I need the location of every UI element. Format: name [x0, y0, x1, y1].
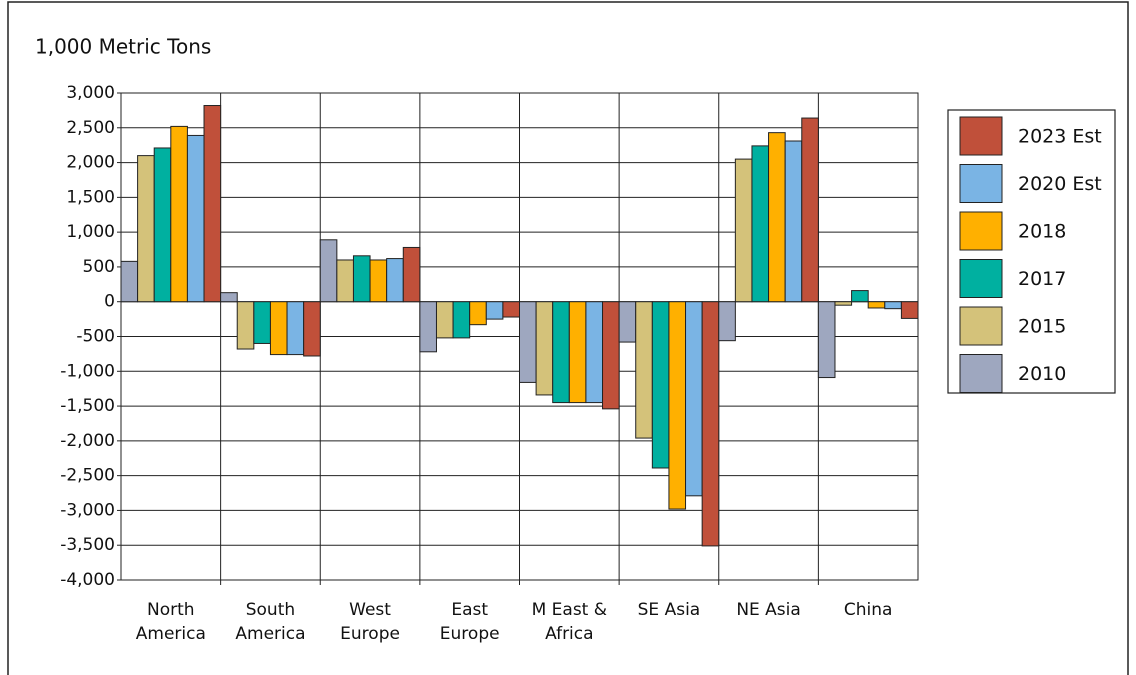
- bar: [635, 301, 653, 439]
- bar: [585, 301, 604, 404]
- bar: [120, 260, 139, 303]
- x-tick-label: North America: [135, 600, 206, 644]
- bar: [801, 117, 819, 303]
- bar: [419, 301, 437, 353]
- y-tick-label: -1,000: [60, 361, 115, 381]
- bar: [751, 145, 770, 303]
- bar: [485, 301, 504, 320]
- bar: [319, 239, 338, 303]
- bar: [286, 301, 305, 356]
- bar: [900, 301, 919, 319]
- legend-box: [947, 109, 1116, 394]
- bar: [502, 301, 521, 318]
- bar: [701, 301, 720, 547]
- x-tick-label: West Europe: [340, 600, 400, 644]
- x-tick-label: South America: [235, 600, 306, 644]
- bar: [236, 301, 255, 350]
- bar: [552, 301, 570, 404]
- frame: [7, 1, 1129, 675]
- bar: [817, 301, 836, 379]
- bar: [435, 301, 454, 339]
- bar: [352, 255, 371, 303]
- y-tick-label: -500: [76, 327, 115, 347]
- y-tick-label: 500: [83, 257, 115, 277]
- y-tick-label: -2,000: [60, 431, 115, 451]
- bar: [651, 301, 670, 469]
- legend-label: 2023 Est: [1018, 126, 1102, 148]
- bar: [402, 246, 421, 303]
- x-tick-label: SE Asia: [637, 600, 701, 620]
- bar: [220, 292, 238, 303]
- legend-swatch: [959, 164, 1003, 203]
- bar: [884, 301, 902, 310]
- legend-swatch: [959, 259, 1003, 298]
- y-tick-label: 2,000: [66, 153, 115, 173]
- bar: [734, 158, 753, 303]
- bar: [685, 301, 703, 497]
- bar: [369, 259, 388, 303]
- x-tick-label: East Europe: [439, 600, 500, 644]
- bar: [386, 258, 404, 303]
- bar: [535, 301, 554, 396]
- y-tick-label: -3,500: [60, 535, 115, 555]
- y-tick-label: 1,500: [66, 187, 115, 207]
- bar: [834, 301, 853, 306]
- bar: [469, 301, 487, 326]
- x-tick-label: China: [843, 600, 893, 620]
- y-tick-label: 1,000: [66, 222, 115, 242]
- y-tick-label: -2,500: [60, 466, 115, 486]
- y-tick-label: 0: [104, 292, 115, 312]
- bar: [153, 147, 172, 303]
- x-tick-label: NE Asia: [736, 600, 801, 620]
- bar: [336, 259, 354, 303]
- legend-label: 2020 Est: [1018, 173, 1102, 195]
- bar: [784, 140, 803, 303]
- legend-label: 2015: [1018, 316, 1066, 338]
- bar: [602, 301, 620, 410]
- legend-swatch: [959, 116, 1003, 156]
- legend-swatch: [959, 354, 1003, 393]
- bar: [253, 301, 271, 344]
- y-tick-label: -3,000: [60, 500, 115, 520]
- bar: [137, 155, 155, 303]
- bar: [170, 125, 188, 303]
- y-tick-label: -1,500: [60, 396, 115, 416]
- chart-title: 1,000 Metric Tons: [35, 35, 211, 59]
- bar: [186, 134, 205, 303]
- bar: [867, 301, 886, 309]
- bar: [618, 301, 637, 343]
- y-tick-label: -4,000: [60, 570, 115, 590]
- bar: [519, 301, 537, 383]
- legend-label: 2010: [1018, 363, 1066, 385]
- bar: [851, 290, 869, 303]
- bar: [203, 105, 222, 303]
- x-tick-label: M East & Africa: [531, 600, 608, 644]
- y-tick-label: 3,000: [66, 83, 115, 103]
- bar: [718, 301, 736, 342]
- legend-swatch: [959, 211, 1003, 251]
- bar: [668, 301, 687, 510]
- bar: [768, 132, 786, 303]
- legend-label: 2017: [1018, 268, 1066, 290]
- y-tick-label: 2,500: [66, 118, 115, 138]
- legend-label: 2018: [1018, 221, 1066, 243]
- bar: [269, 301, 288, 356]
- bar: [568, 301, 587, 404]
- bar: [452, 301, 471, 339]
- legend-swatch: [959, 306, 1003, 346]
- bar: [303, 301, 321, 357]
